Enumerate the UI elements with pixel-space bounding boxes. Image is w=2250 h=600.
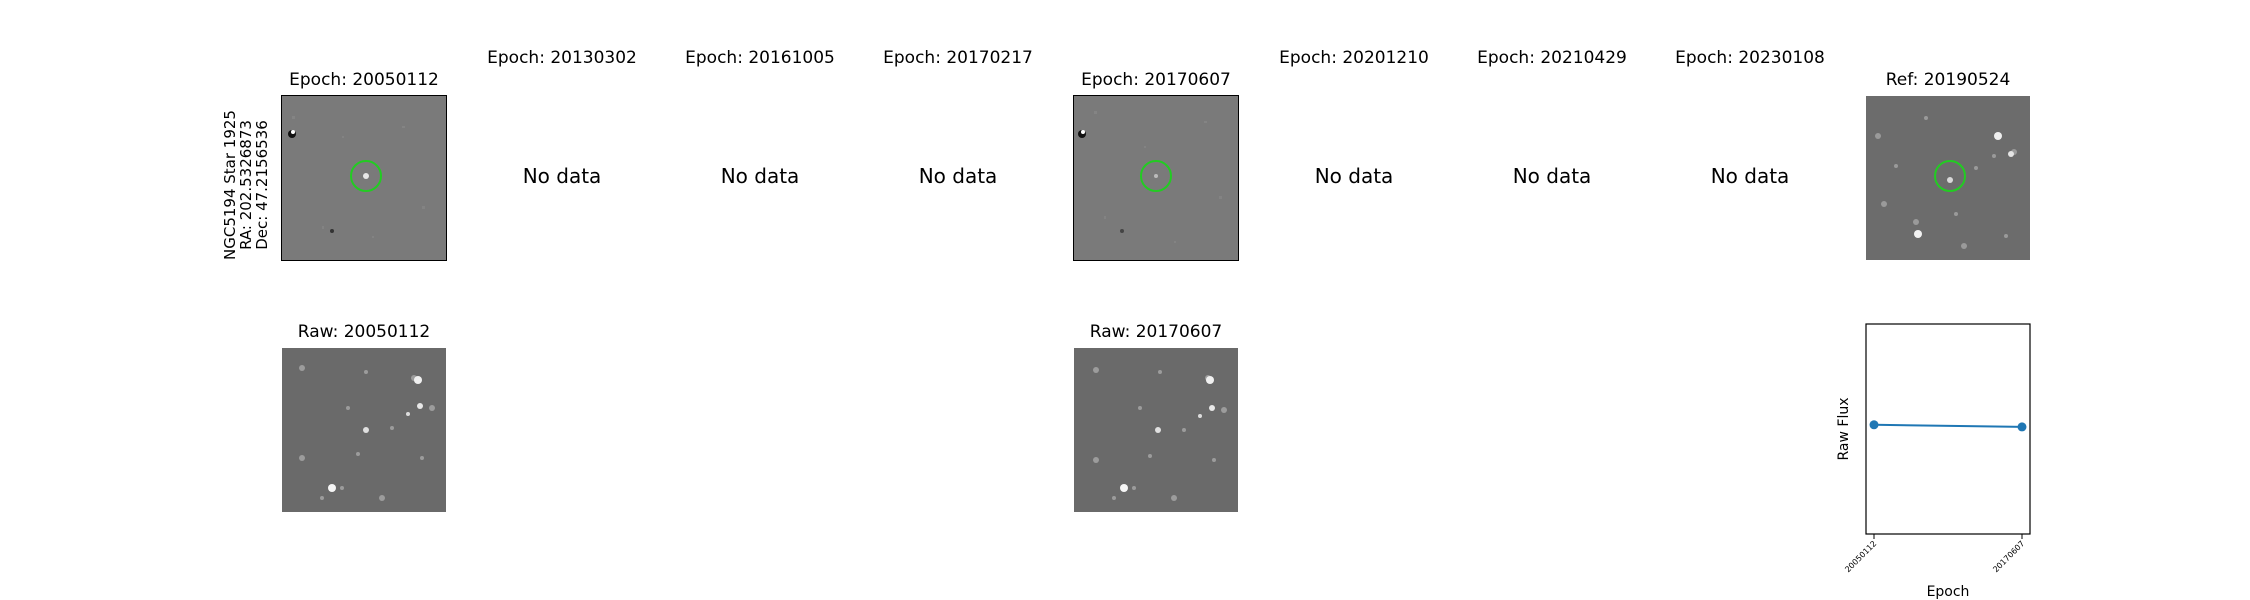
epoch-title-5: Epoch: 20170607: [1081, 70, 1231, 90]
star-info-label: NGC5194 Star 1925 RA: 202.5326873 Dec: 4…: [221, 105, 272, 265]
x-tick-label: 20050112: [1843, 539, 1878, 574]
reference-title: Ref: 20190524: [1885, 70, 2011, 90]
epoch-title-8: Epoch: 20230108: [1675, 48, 1825, 68]
epoch-title-1: Epoch: 20050112: [289, 70, 439, 90]
no-data-4: No data: [918, 164, 998, 188]
no-data-6: No data: [1314, 164, 1394, 188]
epoch-difference-image-5: [1073, 95, 1239, 261]
raw-image-1: [282, 348, 446, 512]
epoch-title-4: Epoch: 20170217: [883, 48, 1033, 68]
no-data-8: No data: [1710, 164, 1790, 188]
raw-flux-chart: 20050112 20170607 Raw Flux Epoch: [1836, 323, 2031, 600]
plot-area: [1865, 323, 2031, 535]
epoch-title-6: Epoch: 20201210: [1279, 48, 1429, 68]
star-name: NGC5194 Star 1925: [221, 110, 239, 260]
raw-title-2: Raw: 20170607: [1089, 322, 1223, 342]
star-dec: Dec: 47.2156536: [253, 120, 271, 250]
flux-point: [1869, 420, 1879, 430]
star-ra: RA: 202.5326873: [237, 120, 255, 250]
raw-image-2: [1074, 348, 1238, 512]
no-data-3: No data: [720, 164, 800, 188]
no-data-2: No data: [522, 164, 602, 188]
epoch-difference-image-1: [281, 95, 447, 261]
y-axis-label: Raw Flux: [1836, 398, 1852, 461]
raw-title-1: Raw: 20050112: [297, 322, 431, 342]
epoch-title-7: Epoch: 20210429: [1477, 48, 1627, 68]
no-data-7: No data: [1512, 164, 1592, 188]
epoch-title-3: Epoch: 20161005: [685, 48, 835, 68]
x-axis-label: Epoch: [1927, 584, 1970, 600]
x-tick-label: 20170607: [1991, 539, 2026, 574]
flux-series-line: [1873, 423, 2023, 428]
reference-image: [1866, 96, 2030, 260]
flux-point: [2017, 422, 2027, 432]
epoch-title-2: Epoch: 20130302: [487, 48, 637, 68]
